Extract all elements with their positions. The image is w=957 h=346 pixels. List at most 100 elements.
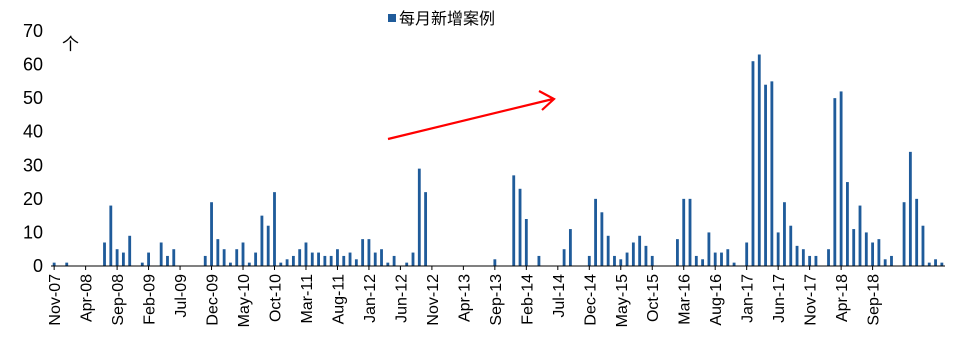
bar: [304, 242, 308, 266]
bar: [789, 225, 793, 266]
bar: [121, 252, 125, 266]
legend-label: 每月新增案例: [399, 9, 495, 28]
x-tick-label: Feb-09: [142, 274, 159, 325]
bar: [562, 249, 566, 266]
x-tick-label: Oct-15: [645, 274, 662, 322]
bar: [927, 262, 931, 266]
bar: [915, 198, 919, 266]
bar: [795, 245, 799, 266]
bar: [291, 255, 295, 266]
bar: [115, 249, 119, 266]
x-tick-label: Mar-16: [677, 274, 694, 325]
bar: [140, 262, 144, 266]
bar: [524, 219, 528, 266]
bar: [631, 242, 635, 266]
x-tick-label: Jan-12: [362, 274, 379, 323]
y-tick-label: 50: [23, 88, 43, 108]
y-tick-label: 10: [23, 222, 43, 242]
bar: [606, 235, 610, 266]
bar: [386, 262, 390, 266]
x-tick-label: May-15: [614, 274, 631, 327]
x-tick-label: Apr-13: [456, 274, 473, 322]
x-tick-label: Nov-17: [803, 274, 820, 326]
bar: [128, 235, 132, 266]
bar: [424, 192, 428, 266]
x-tick-label: Jul-14: [551, 274, 568, 318]
bar: [241, 242, 245, 266]
bar: [833, 98, 837, 266]
bar: [493, 259, 497, 266]
legend-swatch: [388, 14, 396, 22]
y-axis-ticks: 0 10 20 30 40 50 60 70: [23, 21, 43, 276]
bar: [222, 249, 226, 266]
x-axis-ticks: Nov-07 Apr-08 Sep-08 Feb-09 Jul-09 Dec-09 May-…: [47, 266, 883, 327]
bar: [210, 202, 213, 266]
x-tick-label: Sep-13: [488, 274, 505, 326]
bar: [801, 249, 805, 266]
bar: [103, 242, 106, 266]
bar: [745, 242, 749, 266]
bar: [266, 225, 270, 266]
bar: [814, 255, 818, 266]
bar: [147, 252, 150, 266]
bar: [405, 262, 409, 266]
bar: [260, 215, 264, 266]
bar: [247, 262, 251, 266]
bar: [568, 229, 572, 266]
y-unit-label: 个: [62, 35, 79, 55]
bar: [732, 262, 736, 266]
bar: [348, 252, 352, 266]
x-tick-label: Jul-09: [173, 274, 190, 318]
bar: [342, 255, 346, 266]
bar: [650, 255, 654, 266]
bar: [726, 249, 730, 266]
bar: [644, 245, 648, 266]
bar: [285, 259, 289, 266]
trend-arrow-line: [387, 97, 554, 141]
bar: [235, 249, 239, 266]
bar: [594, 198, 597, 266]
bar: [638, 235, 642, 266]
bar: [676, 239, 679, 266]
bar: [921, 225, 925, 266]
x-tick-label: Nov-12: [425, 274, 442, 326]
bar: [883, 259, 887, 266]
trend-arrow: [387, 90, 556, 141]
bar: [808, 255, 812, 266]
bar: [751, 61, 755, 267]
y-tick-label: 20: [23, 189, 43, 209]
bar: [587, 255, 591, 266]
bar: [934, 259, 937, 266]
bar: [908, 151, 912, 266]
bar: [172, 249, 176, 266]
bar: [757, 54, 761, 266]
y-tick-label: 0: [33, 256, 43, 276]
x-tick-label: May-10: [236, 274, 253, 327]
bar: [713, 252, 717, 266]
bar: [625, 252, 629, 266]
bar: [273, 192, 276, 266]
trend-arrow-head: [538, 90, 556, 111]
bar: [229, 262, 232, 266]
bar: [864, 232, 868, 266]
bar: [392, 255, 396, 266]
x-tick-label: Mar-11: [299, 274, 316, 324]
bar: [373, 252, 377, 266]
bar: [159, 242, 163, 266]
x-tick-label: Jun-12: [393, 274, 410, 323]
bar: [619, 259, 623, 266]
bar: [720, 252, 723, 266]
bar: [902, 202, 906, 266]
bar: [417, 168, 421, 266]
y-tick-label: 70: [23, 21, 43, 41]
x-tick-label: Nov-07: [47, 274, 64, 326]
bar: [890, 255, 893, 266]
bar: [839, 91, 843, 267]
bar: [940, 262, 944, 266]
y-tick-label: 30: [23, 155, 43, 175]
bar: [65, 262, 69, 266]
bar: [298, 249, 302, 266]
x-tick-label: Sep-18: [866, 274, 883, 326]
bar: [367, 239, 371, 266]
